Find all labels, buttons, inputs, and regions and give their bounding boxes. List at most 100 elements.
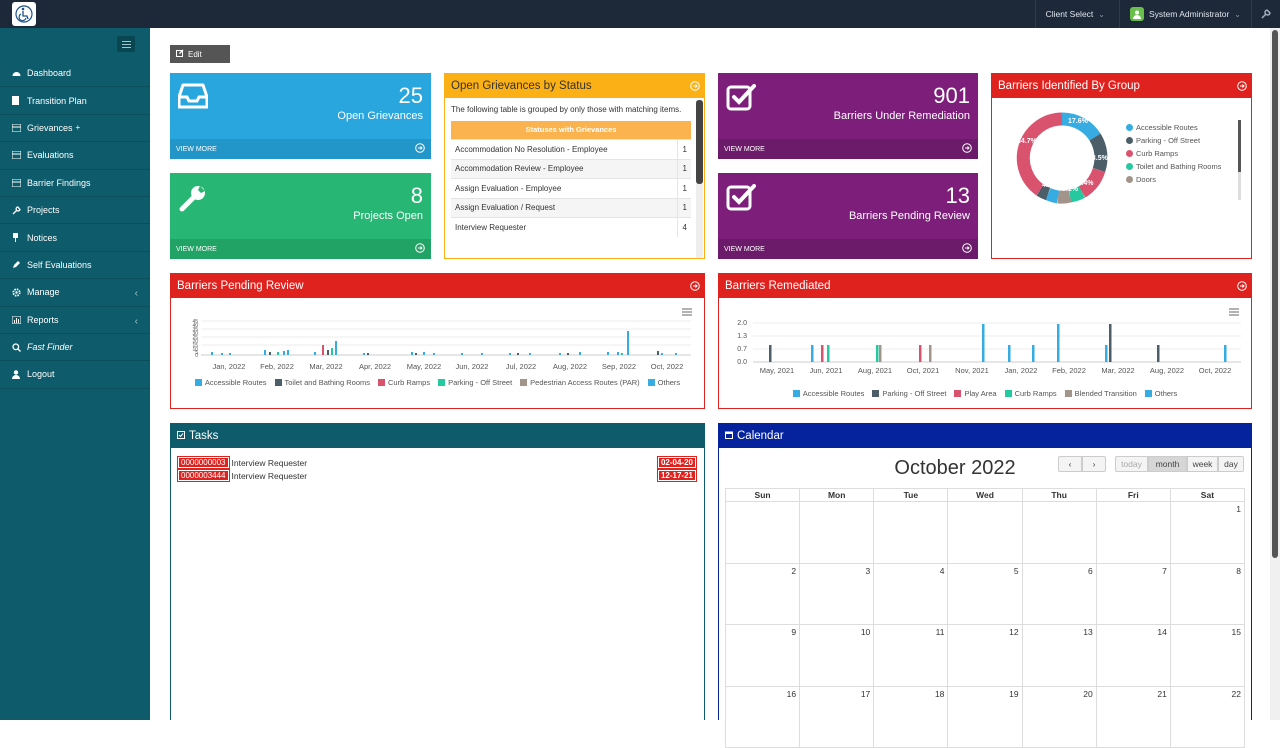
calendar-day[interactable]: 13: [1022, 625, 1096, 686]
bar[interactable]: [879, 345, 882, 362]
open-grievances-tile[interactable]: 25 Open Grievances VIEW MORE: [170, 73, 431, 159]
arrow-circle-right-icon[interactable]: [1237, 281, 1247, 294]
calendar-day[interactable]: [1096, 502, 1170, 563]
bar[interactable]: [411, 352, 413, 355]
calendar-day[interactable]: 19: [947, 687, 1021, 748]
bar[interactable]: [287, 350, 289, 355]
sidebar-item-transition-plan[interactable]: Transition Plan: [0, 87, 150, 114]
app-logo[interactable]: [12, 2, 36, 26]
legend-item[interactable]: Others: [648, 378, 681, 387]
legend-item[interactable]: Accessible Routes: [1126, 123, 1221, 132]
day-view-button[interactable]: day: [1218, 456, 1244, 472]
calendar-day[interactable]: [1022, 502, 1096, 563]
bar[interactable]: [277, 352, 279, 355]
calendar-day[interactable]: 16: [726, 687, 799, 748]
bar[interactable]: [675, 353, 677, 355]
bar[interactable]: [811, 345, 814, 362]
bar[interactable]: [1224, 345, 1227, 362]
bar[interactable]: [221, 353, 223, 355]
calendar-day[interactable]: 8: [1170, 564, 1244, 625]
donut-slice-doors[interactable]: [1058, 196, 1070, 197]
bar[interactable]: [314, 352, 316, 355]
sidebar-toggle-button[interactable]: [117, 36, 135, 52]
donut-slice-other-blue[interactable]: [1048, 194, 1058, 197]
view-more-link[interactable]: VIEW MORE: [718, 239, 978, 259]
client-select-dropdown[interactable]: Client Select ⌄: [1036, 9, 1119, 19]
calendar-day[interactable]: 14: [1096, 625, 1170, 686]
legend-item[interactable]: Doors: [1126, 175, 1221, 184]
bar[interactable]: [929, 345, 932, 362]
bar[interactable]: [322, 345, 324, 355]
bar[interactable]: [1008, 345, 1011, 362]
bar[interactable]: [269, 352, 271, 355]
bar[interactable]: [327, 350, 329, 355]
grievance-status-body[interactable]: The following table is grouped by only t…: [451, 104, 691, 258]
panel-scrollbar[interactable]: [696, 100, 703, 258]
arrow-circle-right-icon[interactable]: [690, 81, 700, 94]
bar[interactable]: [607, 352, 609, 355]
sidebar-item-manage[interactable]: Manage‹: [0, 279, 150, 306]
legend-item[interactable]: Curb Ramps: [378, 378, 430, 387]
calendar-day[interactable]: [873, 502, 947, 563]
calendar-day[interactable]: 21: [1096, 687, 1170, 748]
bar[interactable]: [363, 353, 365, 355]
calendar-day[interactable]: 22: [1170, 687, 1244, 748]
bar[interactable]: [264, 350, 266, 355]
scrollbar-thumb[interactable]: [696, 100, 703, 184]
sidebar-item-fast-finder[interactable]: Fast Finder: [0, 334, 150, 361]
donut-slice-parking[interactable]: [1095, 137, 1101, 170]
bar[interactable]: [769, 345, 772, 362]
donut-slice-other-dark[interactable]: [1040, 190, 1048, 194]
calendar-day[interactable]: [726, 502, 799, 563]
calendar-day[interactable]: 5: [947, 564, 1021, 625]
calendar-day[interactable]: 3: [799, 564, 873, 625]
bar[interactable]: [283, 351, 285, 355]
bar[interactable]: [621, 353, 623, 355]
bar[interactable]: [567, 353, 569, 355]
bar[interactable]: [331, 348, 333, 355]
bar[interactable]: [627, 331, 629, 355]
bar[interactable]: [559, 353, 561, 355]
sidebar-item-notices[interactable]: Notices: [0, 224, 150, 251]
legend-item[interactable]: Parking - Off Street: [1126, 136, 1221, 145]
bar[interactable]: [1157, 345, 1160, 362]
calendar-day[interactable]: 12: [947, 625, 1021, 686]
calendar-day[interactable]: 7: [1096, 564, 1170, 625]
edit-button[interactable]: Edit: [170, 45, 230, 63]
legend-item[interactable]: Parking - Off Street: [872, 389, 946, 398]
calendar-day[interactable]: 11: [873, 625, 947, 686]
bar[interactable]: [1057, 324, 1060, 362]
calendar-day[interactable]: 20: [1022, 687, 1096, 748]
legend-item[interactable]: Curb Ramps: [1005, 389, 1057, 398]
bar[interactable]: [982, 324, 985, 362]
bar[interactable]: [1105, 345, 1108, 362]
sidebar-item-dashboard[interactable]: Dashboard: [0, 60, 150, 87]
calendar-day[interactable]: 9: [726, 625, 799, 686]
sidebar-item-self-evaluations[interactable]: Self Evaluations: [0, 252, 150, 279]
legend-item[interactable]: Toilet and Bathing Rooms: [275, 378, 370, 387]
calendar-day[interactable]: 17: [799, 687, 873, 748]
task-item[interactable]: 0000000003 Interview Requester: [178, 457, 307, 468]
bar[interactable]: [579, 352, 581, 355]
sidebar-item-logout[interactable]: Logout: [0, 361, 150, 388]
legend-item[interactable]: Toilet and Bathing Rooms: [1126, 162, 1221, 171]
calendar-day[interactable]: [799, 502, 873, 563]
today-button[interactable]: today: [1115, 456, 1148, 472]
legend-item[interactable]: Accessible Routes: [195, 378, 267, 387]
scrollbar-thumb[interactable]: [1238, 120, 1241, 172]
bar[interactable]: [509, 353, 511, 355]
sidebar-item-grievances[interactable]: Grievances+: [0, 115, 150, 142]
legend-item[interactable]: Accessible Routes: [793, 389, 865, 398]
barriers-pending-tile[interactable]: 13 Barriers Pending Review VIEW MORE: [718, 173, 978, 259]
bar[interactable]: [461, 353, 463, 355]
month-view-button[interactable]: month: [1148, 456, 1187, 472]
view-more-link[interactable]: VIEW MORE: [718, 139, 978, 159]
bar[interactable]: [229, 353, 231, 355]
legend-item[interactable]: Play Area: [954, 389, 996, 398]
arrow-circle-right-icon[interactable]: [690, 281, 700, 294]
calendar-day[interactable]: 4: [873, 564, 947, 625]
sidebar-item-projects[interactable]: Projects: [0, 197, 150, 224]
bar[interactable]: [211, 352, 213, 355]
